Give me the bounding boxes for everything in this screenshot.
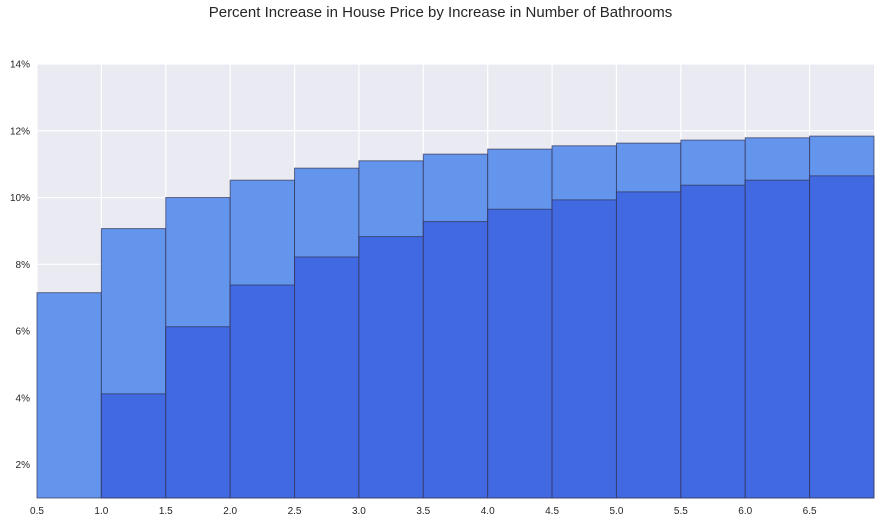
x-tick-label: 1.0 <box>94 506 108 517</box>
y-tick-label: 8% <box>16 260 31 271</box>
bar <box>422 221 489 499</box>
x-tick-label: 2.0 <box>223 506 237 517</box>
x-tick-label: 0.5 <box>30 506 44 517</box>
bar <box>100 393 167 499</box>
x-tick-label: 4.5 <box>545 506 559 517</box>
x-tick-label: 2.5 <box>288 506 302 517</box>
bar <box>680 184 746 499</box>
x-tick-label: 6.0 <box>738 506 752 517</box>
y-tick-label: 4% <box>16 393 31 404</box>
x-tick-label: 6.5 <box>803 506 817 517</box>
bar <box>487 208 553 499</box>
y-tick-label: 6% <box>16 327 31 338</box>
bar <box>36 292 102 499</box>
y-tick-label: 10% <box>10 193 30 204</box>
bar <box>294 256 360 499</box>
bar <box>551 199 617 499</box>
bar <box>358 236 424 499</box>
chart-title: Percent Increase in House Price by Incre… <box>208 4 673 21</box>
bar <box>615 191 682 499</box>
bar <box>809 175 875 499</box>
bar <box>744 179 811 499</box>
x-tick-label: 3.5 <box>416 506 430 517</box>
x-tick-label: 3.0 <box>352 506 366 517</box>
x-tick-label: 5.0 <box>610 506 624 517</box>
bar <box>229 284 296 499</box>
y-tick-label: 2% <box>16 460 31 471</box>
y-tick-label: 12% <box>10 126 30 137</box>
y-tick-label: 14% <box>10 60 30 71</box>
x-tick-label: 1.5 <box>159 506 173 517</box>
bar <box>165 326 231 499</box>
x-tick-label: 5.5 <box>674 506 688 517</box>
x-tick-label: 4.0 <box>481 506 495 517</box>
